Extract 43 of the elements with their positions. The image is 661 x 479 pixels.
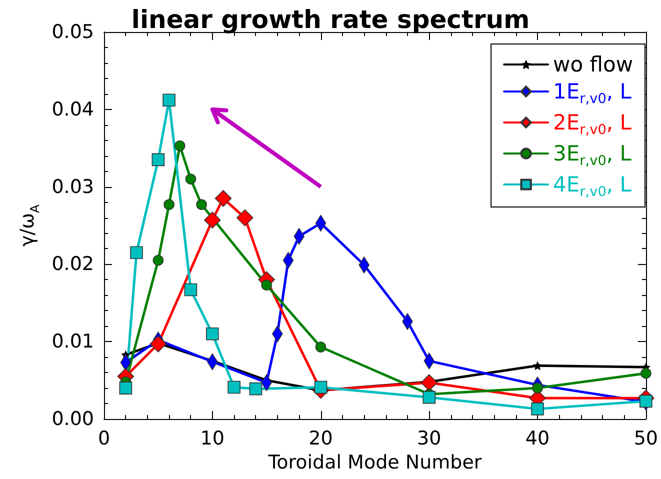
point: [164, 199, 174, 210]
point: [204, 212, 221, 228]
point: [315, 342, 326, 352]
point: [249, 382, 262, 396]
point: [206, 327, 219, 340]
point: [531, 402, 544, 416]
point: [640, 368, 652, 379]
y-tick-label: 0.05: [52, 21, 94, 43]
point: [533, 361, 542, 370]
point: [174, 140, 186, 152]
point: [152, 254, 164, 266]
x-tick-label: 20: [308, 428, 333, 450]
y-axis-title: γ/ωA: [16, 204, 42, 247]
point: [261, 280, 272, 290]
point: [130, 246, 143, 259]
point: [640, 394, 652, 408]
point: [184, 283, 198, 296]
x-tick-label: 30: [417, 428, 442, 450]
y-tick-label: 0.03: [52, 176, 94, 198]
legend-label: wo flow: [553, 52, 634, 76]
x-tick-label: 50: [634, 428, 658, 450]
y-tick-label: 0.01: [52, 330, 94, 353]
x-axis-title: Toroidal Mode Number: [267, 451, 482, 474]
point: [152, 153, 165, 166]
point: [532, 382, 543, 394]
chart-title: linear growth rate spectrum: [131, 5, 530, 34]
point: [236, 209, 254, 226]
point: [214, 190, 232, 207]
point: [185, 174, 196, 184]
point: [150, 336, 167, 352]
x-tick-label: 10: [200, 428, 224, 450]
y-tick-label: 0.04: [52, 98, 94, 120]
y-tick-label: 0.02: [52, 253, 94, 276]
point: [196, 199, 207, 210]
x-tick-label: 0: [98, 428, 110, 450]
point: [314, 380, 328, 394]
point: [422, 390, 436, 404]
point: [119, 382, 132, 394]
point: [420, 374, 438, 392]
x-tick-label: 40: [525, 428, 550, 450]
point: [162, 94, 176, 107]
y-tick-label: 0.00: [52, 408, 94, 430]
point: [228, 380, 240, 394]
